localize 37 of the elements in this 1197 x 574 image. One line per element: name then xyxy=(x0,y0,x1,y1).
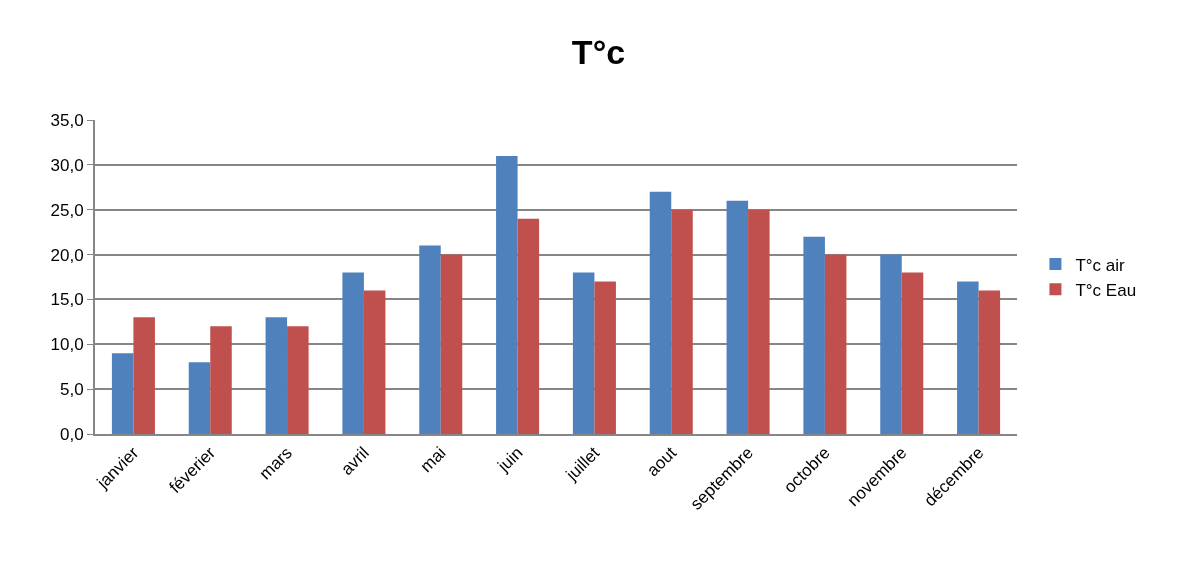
bar xyxy=(594,281,616,434)
y-tick-label: 25,0 xyxy=(50,200,84,220)
bar xyxy=(111,353,134,434)
x-tick-label: mai xyxy=(416,443,450,477)
y-tick-label: 10,0 xyxy=(50,335,84,355)
bar xyxy=(133,317,155,434)
bar xyxy=(978,290,1001,434)
bar xyxy=(188,362,211,434)
y-tick-label: 30,0 xyxy=(50,155,84,175)
bar xyxy=(803,236,825,434)
y-tick-label: 5,0 xyxy=(59,380,84,400)
bar xyxy=(265,317,288,434)
bar xyxy=(363,290,386,434)
y-tick-label: 0,0 xyxy=(59,424,84,444)
bar xyxy=(726,200,749,434)
bar xyxy=(517,218,540,434)
bar xyxy=(440,254,463,434)
bar xyxy=(419,245,441,434)
bar xyxy=(671,209,693,434)
legend-label: T°c air xyxy=(1075,255,1126,275)
bar xyxy=(824,254,847,434)
bar xyxy=(748,209,770,434)
bar xyxy=(880,254,902,434)
bar xyxy=(901,272,924,434)
bar xyxy=(572,272,595,434)
legend-label: T°c Eau xyxy=(1075,280,1137,300)
bar xyxy=(649,191,672,434)
y-tick-label: 20,0 xyxy=(50,245,84,265)
bar xyxy=(957,281,979,434)
x-tick-label: juin xyxy=(493,443,527,477)
y-tick-label: 35,0 xyxy=(50,110,84,130)
bar xyxy=(287,326,309,434)
bar xyxy=(496,155,518,434)
bar xyxy=(210,326,232,434)
y-tick-label: 15,0 xyxy=(50,290,84,310)
chart-title: T°c xyxy=(571,32,626,71)
bar xyxy=(342,272,364,434)
